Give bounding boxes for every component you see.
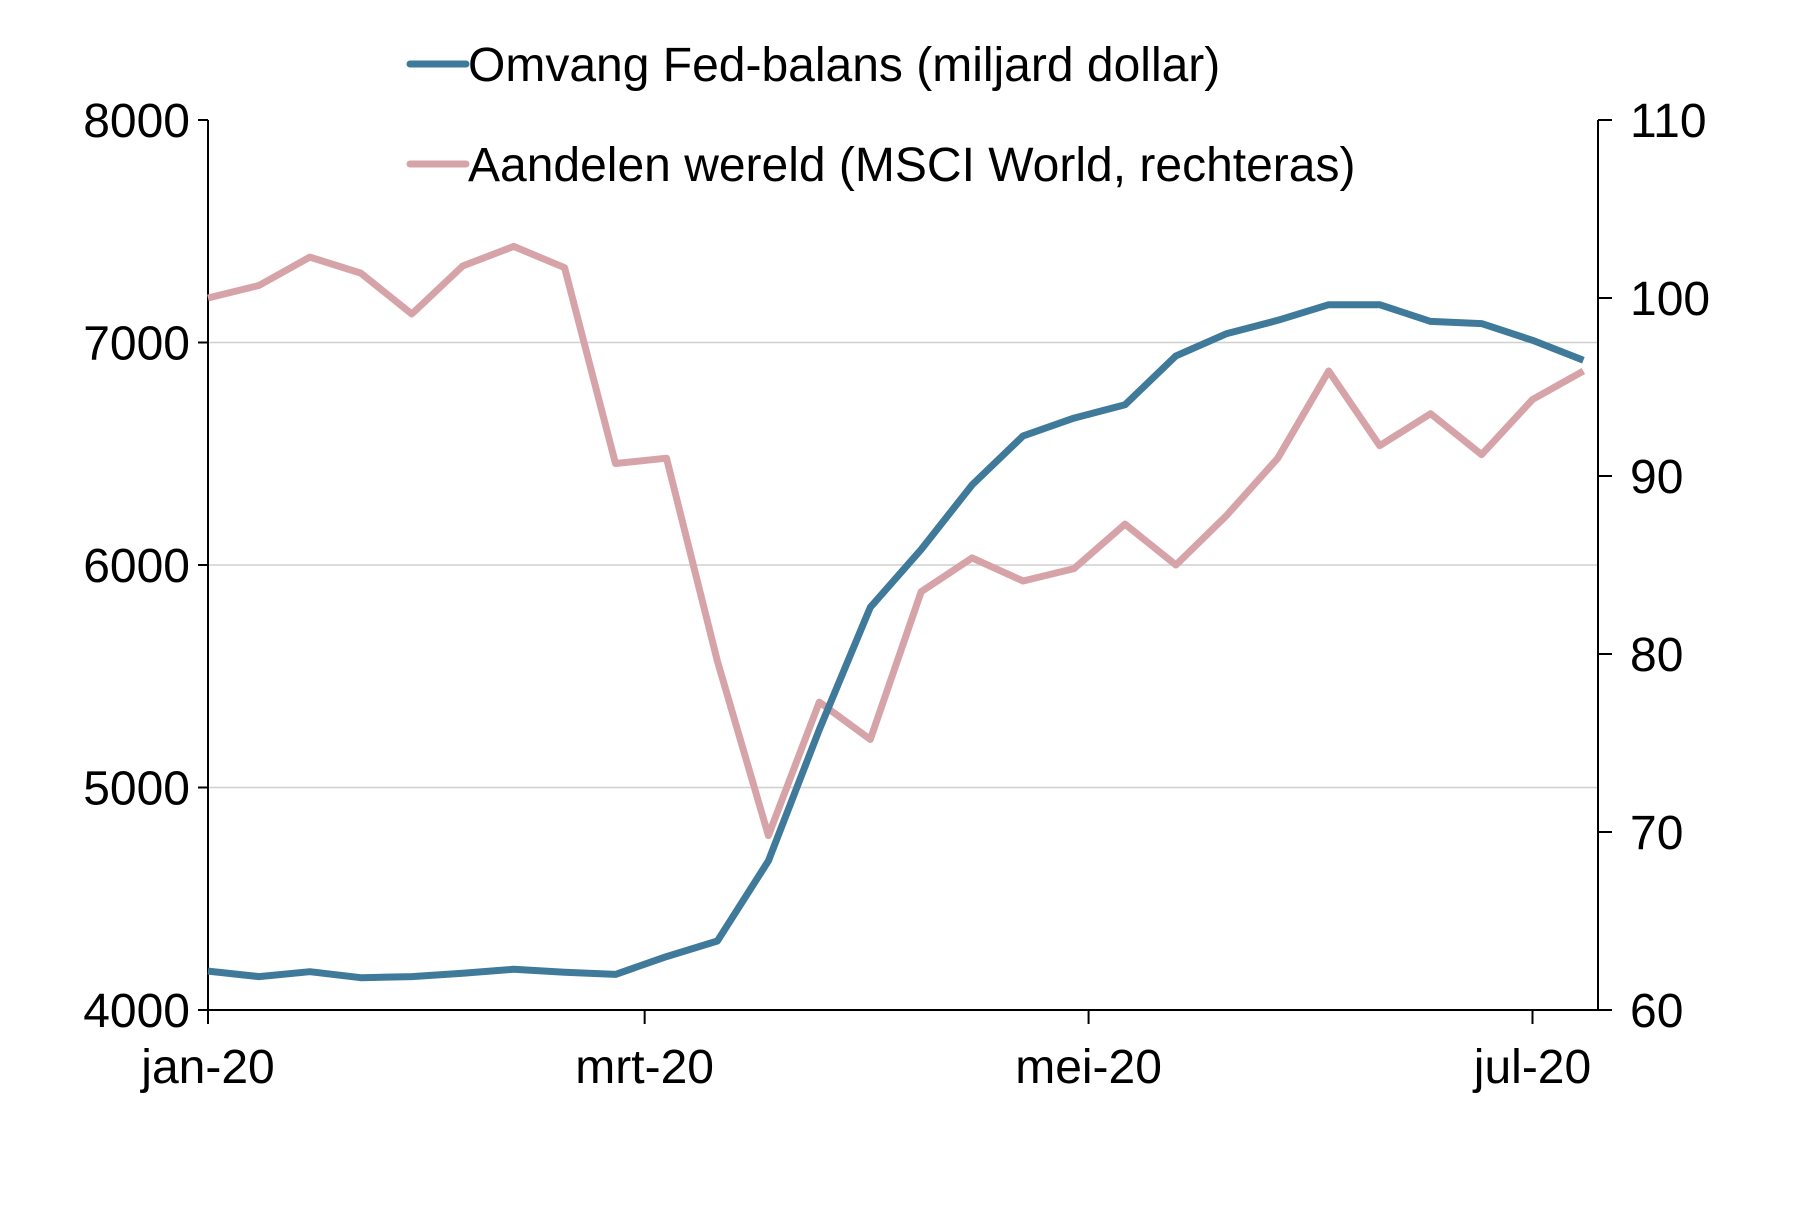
right-axis-ticks: 60 70 80 90 100 110 — [1598, 95, 1710, 1038]
right-tick-label: 80 — [1630, 629, 1683, 682]
right-tick-label: 100 — [1630, 273, 1710, 326]
x-tick-label: jan-20 — [139, 1041, 274, 1094]
x-tick-label: mei-20 — [1015, 1041, 1162, 1094]
x-tick-label: jul-20 — [1472, 1041, 1591, 1094]
series-line-fed-balans — [207, 301, 1585, 982]
left-tick-label: 8000 — [83, 95, 190, 148]
left-tick-label: 6000 — [83, 540, 190, 593]
left-axis-ticks: 4000 5000 6000 7000 8000 — [83, 95, 208, 1038]
right-tick-label: 110 — [1630, 95, 1707, 148]
left-tick-label: 7000 — [83, 318, 190, 371]
right-tick-label: 90 — [1630, 451, 1683, 504]
right-tick-label: 60 — [1630, 985, 1683, 1038]
legend-label-fed: Omvang Fed-balans (miljard dollar) — [468, 39, 1220, 92]
x-axis-ticks: jan-20 mrt-20 mei-20 jul-20 — [139, 1010, 1591, 1094]
legend: Omvang Fed-balans (miljard dollar) Aande… — [406, 39, 1355, 192]
left-tick-label: 4000 — [83, 985, 190, 1038]
right-tick-label: 70 — [1630, 807, 1683, 860]
series-line-msci-world — [207, 242, 1586, 840]
legend-label-msci: Aandelen wereld (MSCI World, rechteras) — [468, 139, 1355, 192]
x-tick-label: mrt-20 — [575, 1041, 714, 1094]
series-layer — [207, 242, 1586, 982]
left-tick-label: 5000 — [83, 763, 190, 816]
